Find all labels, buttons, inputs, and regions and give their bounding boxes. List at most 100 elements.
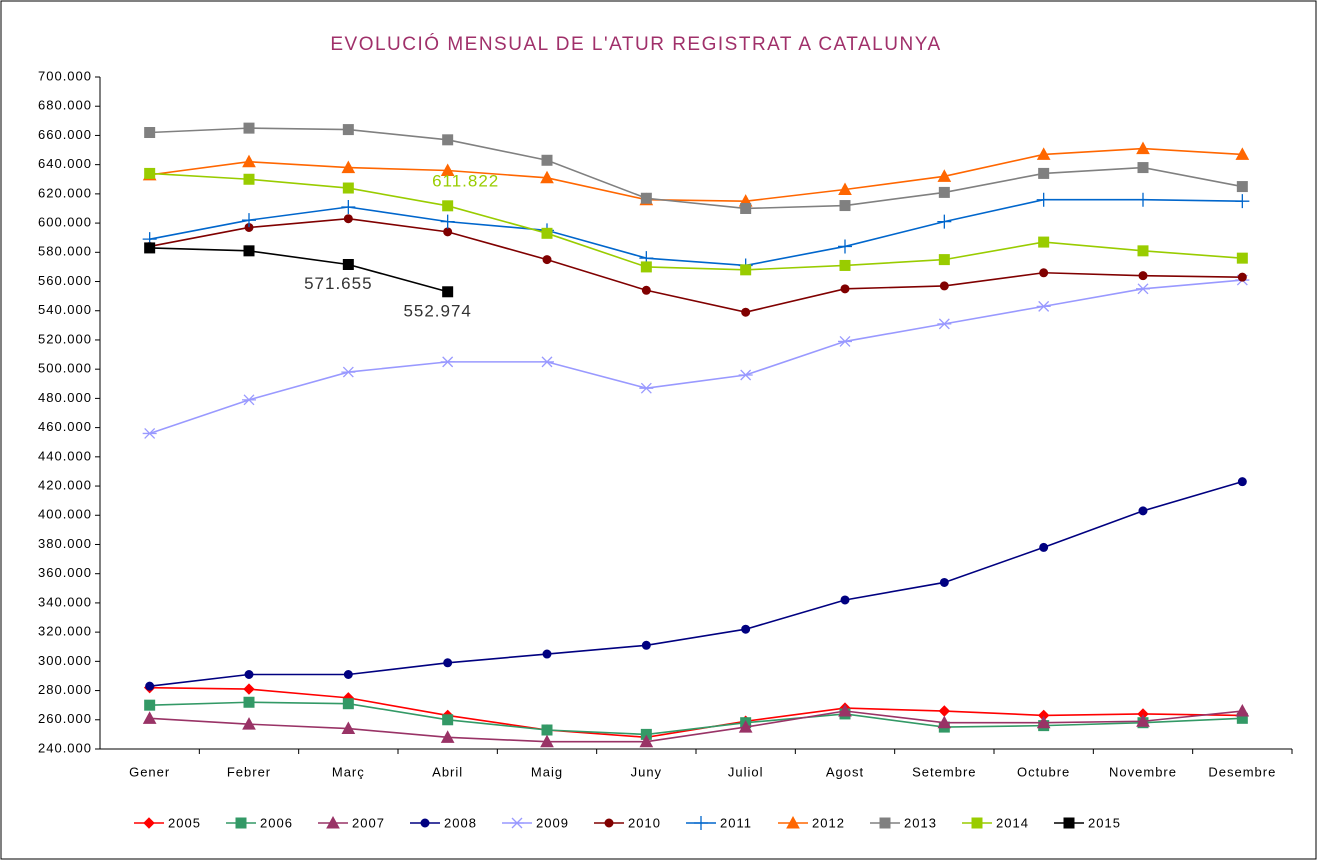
data-point bbox=[342, 124, 354, 136]
legend-marker bbox=[420, 818, 430, 828]
data-point bbox=[939, 577, 949, 587]
data-point bbox=[341, 366, 356, 378]
series-line bbox=[149, 279, 1243, 435]
data-point bbox=[1039, 542, 1049, 552]
legend-label: 2015 bbox=[1088, 815, 1121, 830]
data-point bbox=[937, 214, 952, 229]
y-tick-label: 480.000 bbox=[38, 390, 92, 405]
y-tick-label: 440.000 bbox=[38, 448, 92, 463]
data-point bbox=[440, 214, 455, 229]
y-tick-label: 680.000 bbox=[38, 98, 92, 113]
series-line bbox=[149, 198, 1243, 267]
data-point bbox=[242, 717, 256, 730]
data-point bbox=[1237, 477, 1247, 487]
x-tick-label: Maig bbox=[531, 764, 563, 779]
data-point bbox=[938, 186, 950, 198]
data-point bbox=[341, 160, 356, 174]
data-point bbox=[541, 154, 553, 166]
data-point bbox=[442, 134, 454, 146]
x-tick-label: Juliol bbox=[728, 764, 764, 779]
y-tick-label: 600.000 bbox=[38, 215, 92, 230]
data-point bbox=[840, 284, 850, 294]
data-point bbox=[144, 127, 156, 139]
data-point bbox=[342, 182, 354, 194]
legend-label: 2009 bbox=[536, 815, 569, 830]
data-point bbox=[937, 169, 952, 182]
data-point bbox=[244, 669, 254, 679]
x-tick-label: Març bbox=[332, 764, 365, 779]
data-point bbox=[540, 170, 554, 184]
data-point bbox=[440, 163, 455, 176]
data-point bbox=[1138, 271, 1148, 281]
data-point bbox=[740, 202, 752, 214]
y-tick-label: 320.000 bbox=[38, 624, 92, 639]
legend-label: 2010 bbox=[628, 815, 661, 830]
data-point bbox=[1136, 141, 1150, 155]
data-point bbox=[442, 286, 454, 298]
data-point bbox=[540, 356, 554, 368]
data-point bbox=[1038, 236, 1050, 248]
legend-label: 2005 bbox=[168, 815, 201, 830]
legend-marker bbox=[143, 817, 155, 829]
series-line bbox=[149, 480, 1243, 687]
data-point bbox=[640, 261, 652, 273]
legend-label: 2007 bbox=[352, 815, 385, 830]
data-point bbox=[242, 154, 256, 168]
legend-marker bbox=[879, 817, 891, 829]
data-point bbox=[142, 711, 157, 724]
y-tick-label: 360.000 bbox=[38, 565, 92, 580]
data-point bbox=[639, 382, 654, 394]
data-point bbox=[1039, 268, 1049, 278]
data-label: 571.655 bbox=[304, 274, 372, 293]
series-line bbox=[149, 147, 1243, 202]
data-point bbox=[641, 640, 651, 650]
data-point bbox=[640, 192, 652, 204]
x-tick-label: Setembre bbox=[912, 764, 976, 779]
data-point bbox=[1036, 147, 1051, 160]
y-tick-label: 460.000 bbox=[38, 419, 92, 434]
data-point bbox=[342, 698, 354, 710]
y-tick-label: 620.000 bbox=[38, 185, 92, 200]
data-point bbox=[1136, 283, 1150, 295]
data-label: 611.822 bbox=[432, 171, 499, 190]
legend-marker bbox=[971, 817, 983, 829]
data-point bbox=[243, 683, 255, 695]
legend-marker bbox=[1063, 817, 1075, 829]
data-point bbox=[443, 227, 453, 237]
y-tick-label: 260.000 bbox=[38, 711, 92, 726]
data-point bbox=[838, 239, 852, 254]
x-tick-label: Juny bbox=[631, 764, 662, 779]
data-point bbox=[343, 669, 353, 679]
data-point bbox=[738, 369, 753, 381]
data-point bbox=[1138, 506, 1148, 516]
y-tick-label: 560.000 bbox=[38, 273, 92, 288]
data-label: 552.974 bbox=[403, 301, 471, 320]
data-point bbox=[1235, 147, 1250, 160]
chart-title: EVOLUCIÓ MENSUAL DE L'ATUR REGISTRAT A C… bbox=[330, 33, 941, 55]
data-point bbox=[938, 254, 950, 266]
x-tick-label: Novembre bbox=[1109, 764, 1177, 779]
legend-label: 2013 bbox=[904, 815, 937, 830]
legend-marker bbox=[510, 817, 524, 829]
series-line bbox=[149, 701, 1243, 736]
data-point bbox=[440, 730, 455, 743]
data-point bbox=[937, 715, 952, 729]
y-tick-label: 540.000 bbox=[38, 302, 92, 317]
data-point bbox=[242, 213, 256, 228]
y-tick-label: 520.000 bbox=[38, 331, 92, 346]
data-point bbox=[242, 394, 256, 406]
legend-marker bbox=[694, 816, 708, 830]
x-tick-label: Octubre bbox=[1017, 764, 1070, 779]
data-point bbox=[1237, 272, 1247, 282]
data-point bbox=[937, 318, 952, 330]
y-tick-label: 280.000 bbox=[38, 682, 92, 697]
series-line bbox=[149, 247, 448, 293]
series-line bbox=[149, 127, 1243, 210]
data-point bbox=[442, 714, 454, 726]
data-point bbox=[341, 721, 356, 735]
x-tick-label: Febrer bbox=[227, 764, 271, 779]
data-point bbox=[145, 681, 155, 691]
